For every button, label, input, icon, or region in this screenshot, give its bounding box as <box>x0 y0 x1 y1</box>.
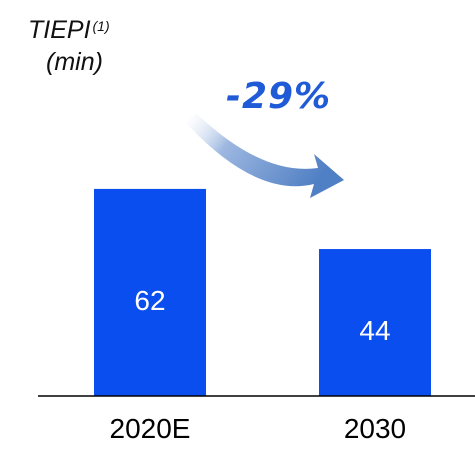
footnote-marker: (1) <box>92 18 110 34</box>
data-label-2030: 44 <box>359 315 390 346</box>
category-label-2020E: 2020E <box>110 413 191 444</box>
y-axis-title: TIEPI <box>28 16 91 44</box>
y-axis-unit: (min) <box>46 48 103 76</box>
y-axis-label: TIEPI (1) (min) <box>28 14 158 78</box>
data-label-2020E: 62 <box>134 285 165 316</box>
bar-2020E <box>94 188 206 396</box>
arrow-shape <box>186 113 344 198</box>
category-label-2030: 2030 <box>344 413 406 444</box>
change-annotation: -29% <box>226 76 332 117</box>
bar-2030 <box>319 249 431 396</box>
